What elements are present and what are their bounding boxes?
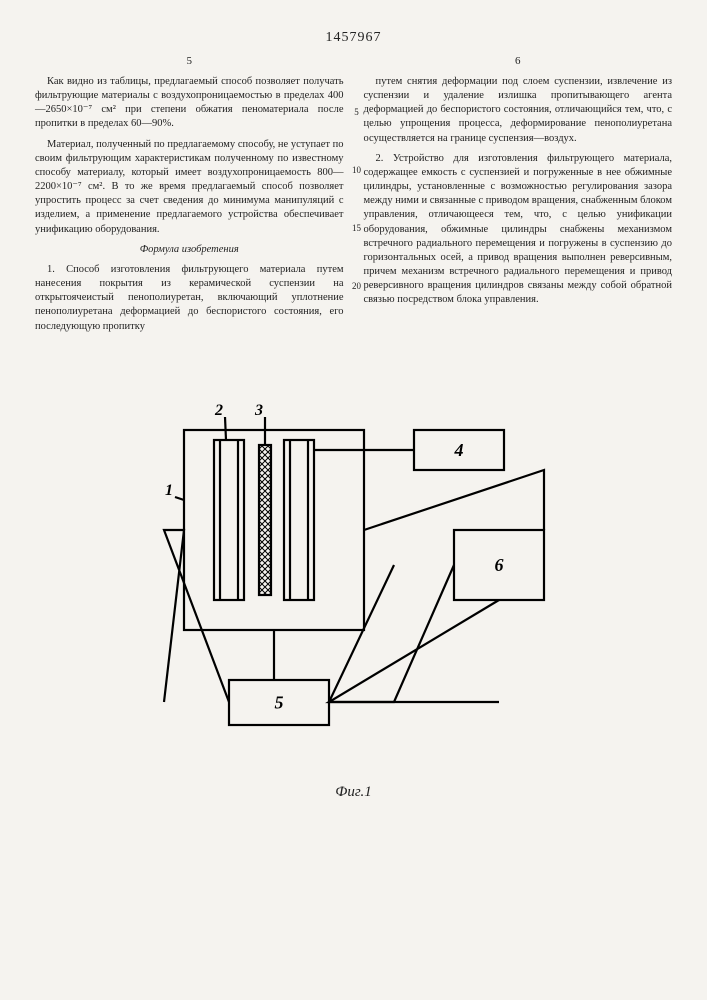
diagram-svg: 4 6 5 1 2 3: [154, 365, 554, 775]
svg-text:2: 2: [214, 402, 223, 419]
paragraph: путем снятия деформации под слоем суспен…: [364, 75, 673, 146]
patent-number: 1457967: [35, 30, 672, 46]
line-number: 20: [350, 280, 364, 292]
line-number: 15: [350, 222, 364, 234]
line-number: 10: [350, 164, 364, 176]
paragraph: Материал, полученный по предлагаемому сп…: [35, 138, 344, 237]
claim: 1. Способ изготовления фильтрующего мате…: [35, 263, 344, 334]
line-number: 5: [350, 106, 364, 118]
svg-text:1: 1: [165, 482, 173, 499]
svg-text:4: 4: [453, 440, 463, 460]
right-column: 6 5 10 15 20 путем снятия деформации под…: [364, 54, 673, 340]
paragraph: Как видно из таблицы, предлагаемый спосо…: [35, 75, 344, 132]
col-head-left: 5: [35, 54, 344, 69]
svg-text:5: 5: [274, 692, 283, 712]
formula-title: Формула изобретения: [35, 243, 344, 257]
svg-text:3: 3: [254, 402, 263, 419]
svg-text:6: 6: [494, 555, 503, 575]
figure-caption: Фиг.1: [154, 784, 554, 801]
text-columns: 5 Как видно из таблицы, предлагаемый спо…: [35, 54, 672, 340]
col-head-right: 6: [364, 54, 673, 69]
figure-1: 465123 Фиг.1: [154, 365, 554, 775]
left-column: 5 Как видно из таблицы, предлагаемый спо…: [35, 54, 344, 340]
figure-area: 465123 Фиг.1: [35, 365, 672, 775]
paragraph: 2. Устройство для изготовления фильтрующ…: [364, 152, 673, 308]
